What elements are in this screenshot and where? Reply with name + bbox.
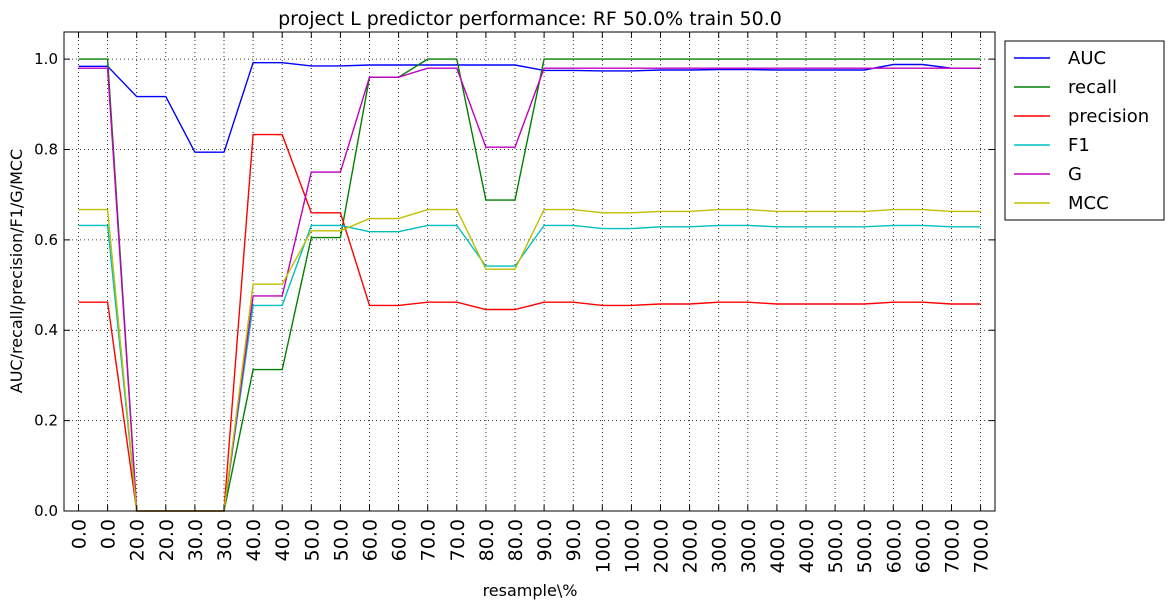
x-tick-label: 80.0 xyxy=(476,519,498,561)
x-tick-label: 700.0 xyxy=(971,519,993,573)
x-tick-label: 30.0 xyxy=(185,519,207,561)
x-tick-label: 600.0 xyxy=(883,519,905,573)
x-tick-label: 30.0 xyxy=(214,519,236,561)
chart-title: project L predictor performance: RF 50.0… xyxy=(278,8,782,30)
x-tick-label: 100.0 xyxy=(621,519,643,573)
legend-label-precision: precision xyxy=(1068,106,1149,127)
x-tick-label: 0.0 xyxy=(69,519,91,549)
series-line-mcc xyxy=(78,208,981,512)
legend-label-g: G xyxy=(1068,164,1082,185)
x-tick-label: 0.0 xyxy=(98,519,120,549)
series-line-auc xyxy=(78,62,981,153)
x-tick-label: 60.0 xyxy=(360,519,382,561)
x-tick-label: 40.0 xyxy=(272,519,294,561)
x-tick-label: 300.0 xyxy=(709,519,731,573)
x-tick-label: 300.0 xyxy=(738,519,760,573)
x-tick-label: 90.0 xyxy=(534,519,556,561)
x-tick-label: 400.0 xyxy=(767,519,789,573)
x-tick-label: 20.0 xyxy=(127,519,149,561)
x-tick-label: 40.0 xyxy=(243,519,265,561)
y-tick-label: 0.0 xyxy=(34,502,58,520)
x-tick-label: 50.0 xyxy=(301,519,323,561)
legend-label-f1: F1 xyxy=(1068,135,1090,156)
x-tick-label: 50.0 xyxy=(330,519,352,561)
series-line-precision xyxy=(78,133,981,512)
x-tick-label: 70.0 xyxy=(447,519,469,561)
series-line-g xyxy=(78,67,981,512)
y-tick-label: 0.8 xyxy=(34,140,58,158)
x-tick-label: 60.0 xyxy=(389,519,411,561)
x-tick-label: 100.0 xyxy=(592,519,614,573)
series-lines xyxy=(78,58,981,512)
x-tick-label: 200.0 xyxy=(651,519,673,573)
x-tick-label: 500.0 xyxy=(825,519,847,573)
y-tick-label: 0.2 xyxy=(34,412,58,430)
y-tick-label: 0.6 xyxy=(34,231,58,249)
legend: AUC recall precision F1 G MCC xyxy=(1004,40,1165,221)
y-tick-label: 1.0 xyxy=(34,50,58,68)
y-axis-label: AUC/recall/precision/F1/G/MCC xyxy=(7,149,26,393)
x-tick-label: 80.0 xyxy=(505,519,527,561)
legend-frame xyxy=(1004,40,1165,221)
plot-frame xyxy=(63,31,996,512)
legend-label-recall: recall xyxy=(1068,77,1117,98)
y-axis: 0.0 0.2 0.4 0.6 0.8 1.0 xyxy=(34,50,995,520)
x-tick-label: 90.0 xyxy=(563,519,585,561)
x-axis: 0.0 0.0 20.0 20.0 30.0 30.0 40.0 40.0 50.0 50.0 60… xyxy=(69,32,993,573)
legend-label-auc: AUC xyxy=(1068,48,1106,69)
x-tick-label: 500.0 xyxy=(854,519,876,573)
x-tick-label: 70.0 xyxy=(418,519,440,561)
grid-lines xyxy=(64,32,995,512)
x-tick-label: 600.0 xyxy=(912,519,934,573)
series-line-recall xyxy=(78,58,981,512)
x-tick-label: 200.0 xyxy=(680,519,702,573)
x-tick-label: 400.0 xyxy=(796,519,818,573)
y-tick-label: 0.4 xyxy=(34,321,58,339)
series-line-f1 xyxy=(78,224,981,512)
legend-label-mcc: MCC xyxy=(1068,193,1109,214)
x-tick-label: 20.0 xyxy=(156,519,178,561)
x-axis-label: resample\% xyxy=(483,581,578,600)
x-tick-label: 700.0 xyxy=(942,519,964,573)
